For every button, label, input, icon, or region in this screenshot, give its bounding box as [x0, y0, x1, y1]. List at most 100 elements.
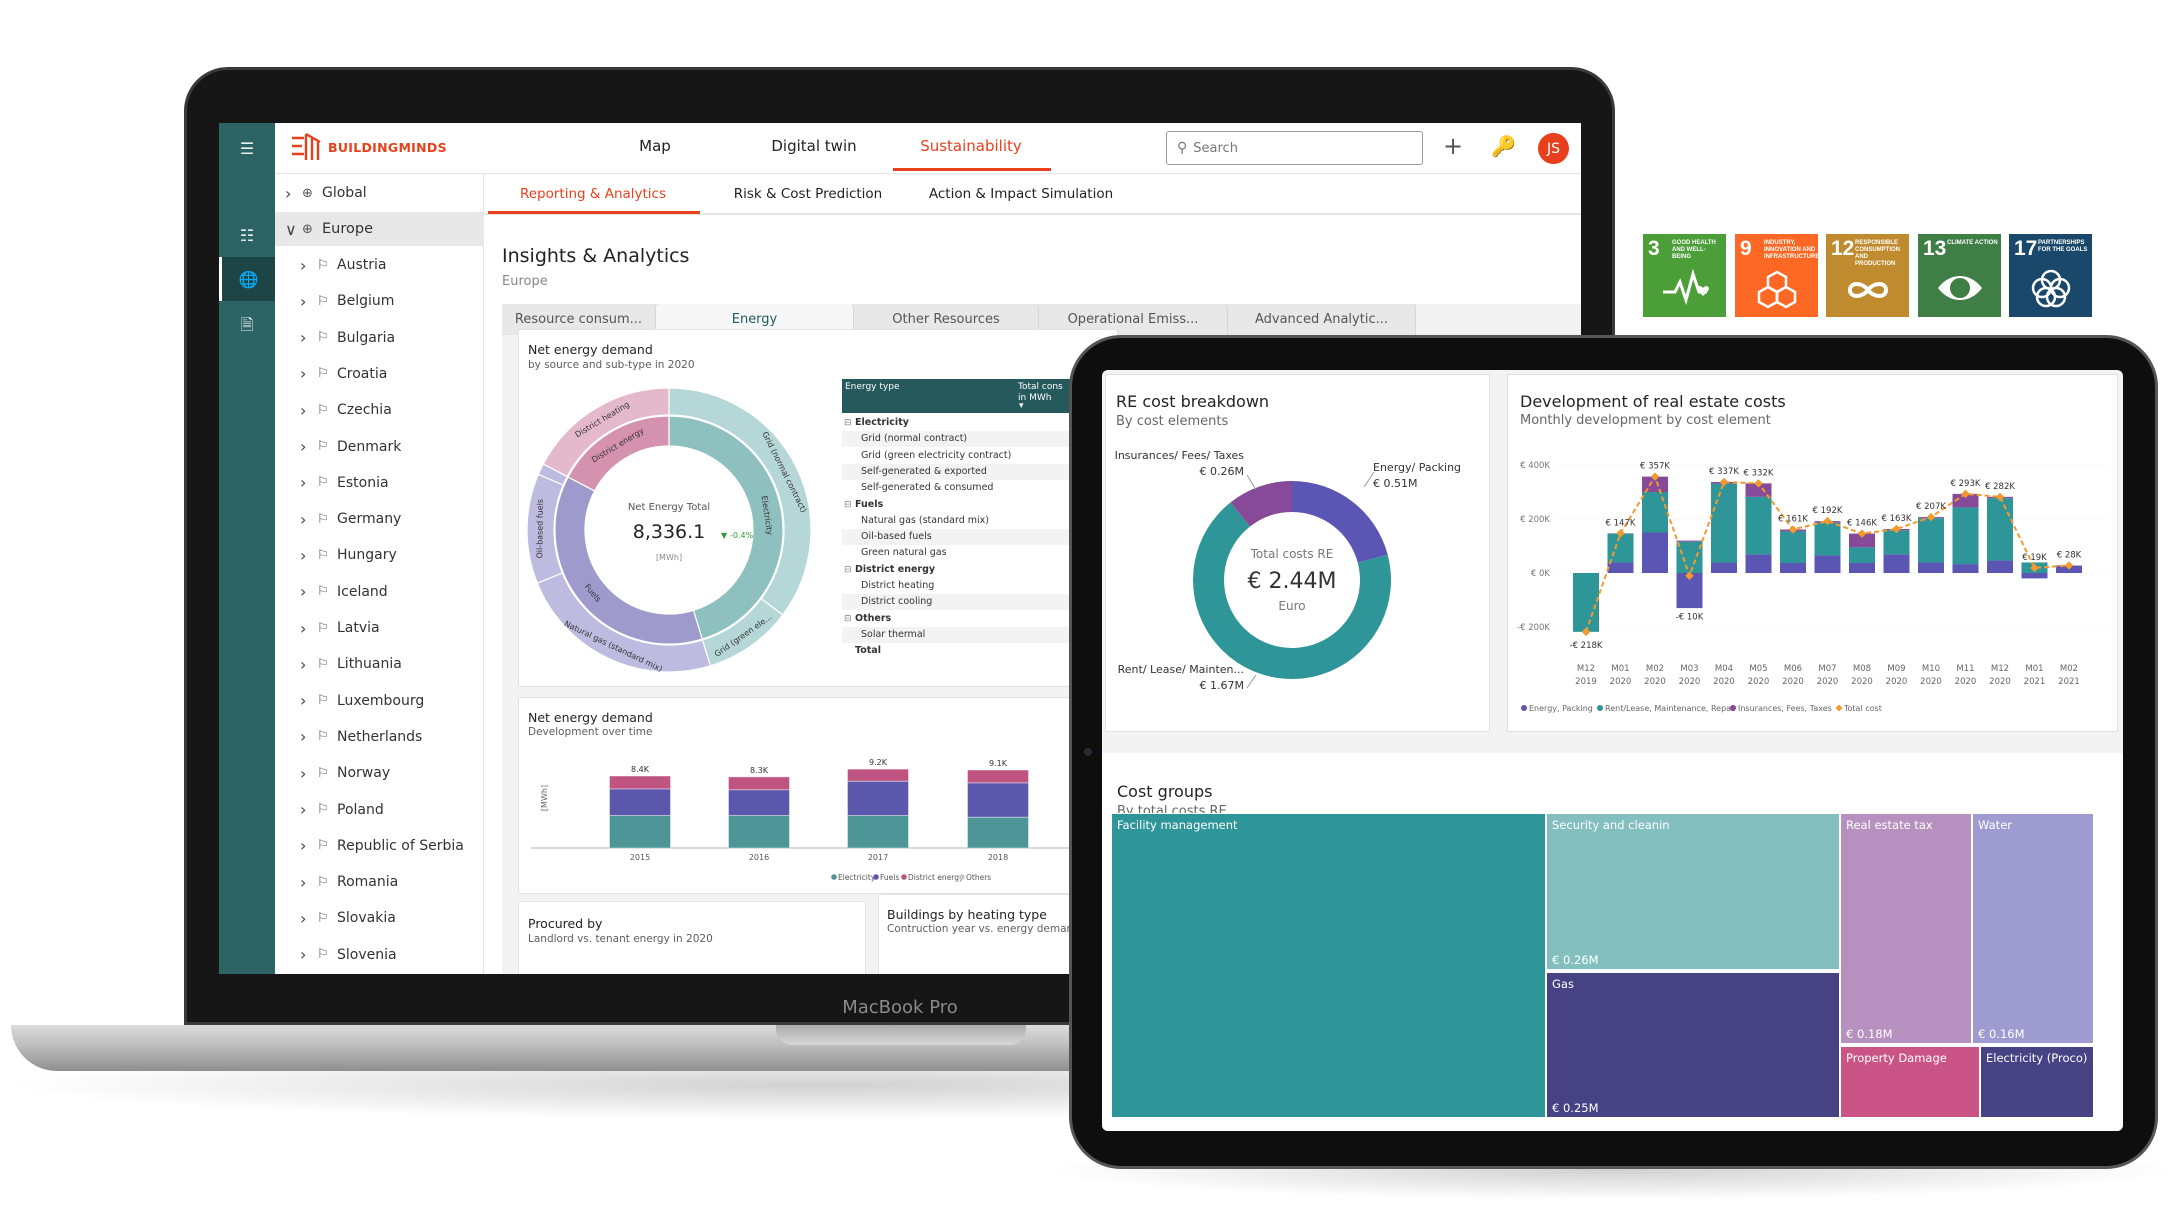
bar-electricity-2016[interactable] — [728, 814, 790, 849]
bar-insurances-fees-taxes[interactable] — [1642, 476, 1668, 492]
chevron-right-icon[interactable]: › — [285, 183, 292, 203]
bar-energy-packing[interactable] — [1987, 560, 2013, 573]
globe-icon[interactable]: 🌐 — [219, 257, 275, 301]
nav-digital-twin[interactable]: Digital twin — [771, 137, 857, 155]
menu-icon[interactable]: ☰ — [239, 138, 255, 158]
tree-item-latvia[interactable]: › ⚐ Latvia — [275, 611, 484, 645]
collapse-icon[interactable]: ⊟ — [844, 564, 852, 575]
folder-icon[interactable]: 🗎 — [240, 314, 254, 334]
bar-rent-lease-maintenance-repair[interactable] — [1780, 531, 1806, 564]
nav-map[interactable]: Map — [639, 137, 671, 155]
sunburst-segment-electricity[interactable] — [668, 415, 784, 640]
tree-item-slovakia[interactable]: › ⚐ Slovakia — [275, 901, 484, 935]
donut-slice-insurances-fees-taxes[interactable] — [1230, 481, 1292, 527]
bar-rent-lease-maintenance-repair[interactable] — [1711, 483, 1737, 563]
tab-operational-emissions[interactable]: Operational Emiss... — [1039, 304, 1228, 335]
hierarchy-icon[interactable]: ☷ — [239, 225, 255, 245]
bar-rent-lease-maintenance-repair[interactable] — [1745, 496, 1772, 555]
tree-item-luxembourg[interactable]: › ⚐ Luxembourg — [275, 684, 484, 718]
bar-energy-packing[interactable] — [1780, 563, 1806, 573]
bar-rent-lease-maintenance-repair[interactable] — [1814, 522, 1841, 556]
bar-electricity-2018[interactable] — [967, 816, 1029, 849]
treemap-tile-electricity-proco[interactable]: Electricity (Proco) — [1980, 1046, 2094, 1118]
bar-district-energy-2018[interactable] — [967, 769, 1029, 784]
tree-item-europe[interactable]: ∨ ⊕ Europe — [275, 212, 484, 246]
search-input[interactable]: ⚲ Search — [1166, 131, 1423, 165]
chevron-right-icon[interactable]: › — [300, 364, 307, 384]
chevron-right-icon[interactable]: › — [300, 800, 307, 819]
bar-energy-packing[interactable] — [1918, 562, 1944, 573]
bar-energy-packing[interactable] — [1711, 562, 1737, 573]
tree-item-bulgaria[interactable]: › ⚐ Bulgaria — [275, 321, 484, 355]
tree-item-austria[interactable]: › ⚐ Austria — [275, 248, 484, 282]
chevron-right-icon[interactable]: › — [300, 291, 307, 311]
tree-item-germany[interactable]: › ⚐ Germany — [275, 502, 484, 536]
bar-district-energy-2017[interactable] — [847, 768, 909, 782]
tree-item-croatia[interactable]: › ⚐ Croatia — [275, 357, 484, 391]
chevron-right-icon[interactable]: › — [300, 763, 307, 783]
bar-insurances-fees-taxes[interactable] — [1952, 493, 1979, 508]
bar-energy-packing[interactable] — [1849, 563, 1875, 573]
donut-slice-rent-lease-mainten[interactable] — [1193, 502, 1391, 679]
tree-item-norway[interactable]: › ⚐ Norway — [275, 756, 484, 790]
chevron-right-icon[interactable]: › — [300, 545, 307, 565]
treemap-tile-real-estate-tax[interactable]: Real estate tax € 0.18M — [1840, 813, 1972, 1044]
avatar[interactable]: JS — [1538, 133, 1569, 164]
tree-item-republic-of-serbia[interactable]: › ⚐ Republic of Serbia — [275, 829, 484, 863]
bar-electricity-2015[interactable] — [609, 814, 671, 849]
chevron-right-icon[interactable]: › — [300, 654, 307, 674]
sort-desc-icon[interactable]: ▾ — [1019, 401, 1024, 411]
bar-rent-lease-maintenance-repair[interactable] — [1676, 541, 1703, 573]
bar-rent-lease-maintenance-repair[interactable] — [1607, 533, 1634, 563]
chevron-down-icon[interactable]: ∨ — [285, 219, 297, 239]
sunburst-segment-fuels[interactable] — [554, 476, 703, 645]
bar-energy-packing[interactable] — [2021, 573, 2048, 579]
tree-item-global[interactable]: › ⊕ Global — [275, 176, 484, 210]
sunburst-segment-district-energy[interactable] — [567, 415, 670, 492]
chevron-right-icon[interactable]: › — [300, 582, 307, 602]
bar-rent-lease-maintenance-repair[interactable] — [1883, 530, 1910, 555]
chevron-right-icon[interactable]: › — [300, 945, 307, 965]
tree-item-slovenia[interactable]: › ⚐ Slovenia — [275, 938, 484, 972]
tab-advanced-analytics[interactable]: Advanced Analytic... — [1228, 304, 1416, 335]
treemap-tile-facility-management[interactable]: Facility management — [1111, 813, 1546, 1118]
chevron-right-icon[interactable]: › — [300, 400, 307, 420]
chevron-right-icon[interactable]: › — [300, 437, 307, 456]
tree-item-hungary[interactable]: › ⚐ Hungary — [275, 538, 484, 572]
tree-item-estonia[interactable]: › ⚐ Estonia — [275, 466, 484, 500]
bar-electricity-2017[interactable] — [847, 814, 909, 849]
bar-rent-lease-maintenance-repair[interactable] — [1573, 573, 1599, 632]
tree-item-poland[interactable]: › ⚐ Poland — [275, 793, 484, 827]
chevron-right-icon[interactable]: › — [300, 509, 307, 529]
bar-fuels-2017[interactable] — [847, 780, 909, 816]
total-cost-marker[interactable] — [1788, 525, 1798, 534]
treemap-tile-property-damage[interactable]: Property Damage — [1840, 1046, 1980, 1118]
chevron-right-icon[interactable]: › — [300, 691, 307, 711]
subtab-action-impact-simulation[interactable]: Action & Impact Simulation — [928, 186, 1114, 202]
bar-insurances-fees-taxes[interactable] — [1849, 533, 1875, 548]
bar-rent-lease-maintenance-repair[interactable] — [1642, 492, 1668, 533]
chevron-right-icon[interactable]: › — [300, 836, 307, 856]
bar-fuels-2018[interactable] — [967, 782, 1029, 818]
treemap-tile-gas[interactable]: Gas € 0.25M — [1546, 972, 1840, 1118]
bar-district-energy-2016[interactable] — [728, 776, 790, 791]
nav-sustainability[interactable]: Sustainability — [920, 137, 1022, 155]
tree-item-lithuania[interactable]: › ⚐ Lithuania — [275, 647, 484, 681]
donut-slice-energy-packing[interactable] — [1292, 481, 1388, 563]
chevron-right-icon[interactable]: › — [300, 727, 307, 747]
tree-item-denmark[interactable]: › ⚐ Denmark — [275, 430, 484, 464]
total-cost-marker[interactable] — [1823, 516, 1832, 526]
bar-energy-packing[interactable] — [1745, 554, 1772, 573]
chevron-right-icon[interactable]: › — [300, 872, 307, 892]
bar-insurances-fees-taxes[interactable] — [1676, 540, 1703, 542]
bar-rent-lease-maintenance-repair[interactable] — [1952, 507, 1979, 565]
chevron-right-icon[interactable]: › — [300, 328, 307, 348]
subtab-risk-cost-prediction[interactable]: Risk & Cost Prediction — [733, 186, 883, 202]
treemap-tile-security-and-cleanin[interactable]: Security and cleanin € 0.26M — [1546, 813, 1840, 970]
chevron-right-icon[interactable]: › — [300, 255, 307, 275]
sunburst-segment-district-heating[interactable] — [542, 387, 670, 478]
bar-fuels-2015[interactable] — [609, 788, 671, 816]
bar-fuels-2016[interactable] — [728, 789, 790, 816]
bar-insurances-fees-taxes[interactable] — [1745, 483, 1772, 497]
bar-energy-packing[interactable] — [1607, 562, 1634, 573]
